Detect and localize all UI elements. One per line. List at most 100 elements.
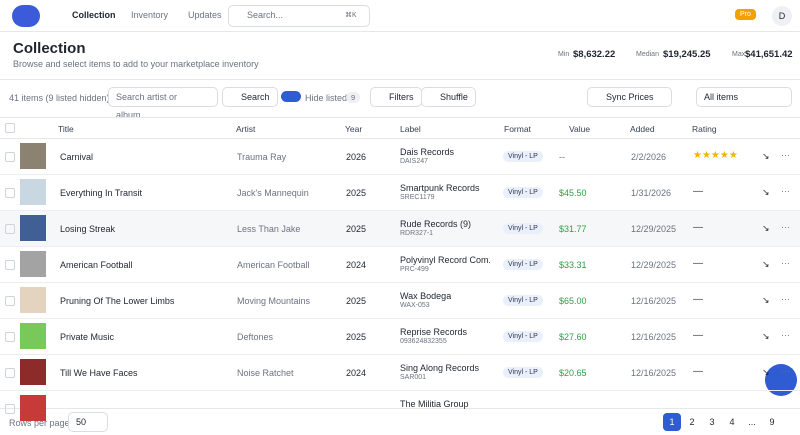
- cover: [20, 395, 46, 421]
- value: $27.60: [559, 332, 587, 342]
- column-header[interactable]: Rating: [692, 124, 717, 134]
- divider: [0, 390, 800, 391]
- title[interactable]: Losing Streak: [60, 224, 116, 234]
- more[interactable]: ···: [781, 330, 790, 340]
- more[interactable]: ···: [781, 258, 790, 268]
- avatar[interactable]: D: [772, 6, 792, 26]
- artist: American Football: [237, 260, 310, 270]
- title[interactable]: Carnival: [60, 152, 94, 162]
- label: Dais Records: [400, 147, 455, 157]
- action[interactable]: ↘: [762, 295, 770, 305]
- toggle[interactable]: [281, 91, 301, 102]
- divider: [0, 354, 800, 355]
- rating: —: [693, 186, 703, 197]
- added: 2/2/2026: [631, 152, 667, 162]
- year: 2025: [346, 188, 367, 198]
- item-filter[interactable]: All items: [696, 87, 792, 107]
- page-button[interactable]: ...: [748, 417, 756, 427]
- checkbox[interactable]: [5, 152, 15, 162]
- column-header[interactable]: Format: [504, 124, 531, 134]
- pro-badge[interactable]: Pro: [735, 9, 756, 20]
- title[interactable]: Everything In Transit: [60, 188, 143, 198]
- action[interactable]: ↘: [762, 187, 770, 197]
- search-input[interactable]: Search artist or album...: [108, 87, 218, 120]
- title[interactable]: American Football: [60, 260, 133, 270]
- column-header[interactable]: Added: [630, 124, 655, 134]
- nav-item[interactable]: Collection: [72, 10, 116, 20]
- rows-select[interactable]: 50: [68, 412, 108, 432]
- checkbox[interactable]: [5, 332, 15, 342]
- year: 2025: [346, 224, 367, 234]
- page-button[interactable]: 1: [663, 413, 681, 431]
- label: Reprise Records: [400, 327, 468, 337]
- artist: Less Than Jake: [237, 224, 301, 234]
- page-button[interactable]: 2: [689, 417, 695, 427]
- more[interactable]: ···: [781, 222, 790, 232]
- more[interactable]: ···: [781, 186, 790, 196]
- page-button[interactable]: 9: [769, 417, 775, 427]
- shuffle-button[interactable]: Shuffle: [421, 87, 476, 107]
- page-button[interactable]: 4: [729, 417, 735, 427]
- nav-item[interactable]: Updates: [188, 10, 222, 20]
- column-header[interactable]: Title: [58, 124, 74, 134]
- checkbox[interactable]: [5, 404, 15, 414]
- page-button[interactable]: 3: [709, 417, 715, 427]
- checkbox[interactable]: [5, 224, 15, 234]
- checkbox[interactable]: [5, 296, 15, 306]
- rating: ★★★★★: [693, 150, 738, 161]
- stat-value: $19,245.25: [663, 49, 711, 60]
- action[interactable]: ↘: [762, 151, 770, 161]
- divider: [0, 318, 800, 319]
- title[interactable]: Pruning Of The Lower Limbs: [60, 296, 175, 306]
- action[interactable]: ↘: [762, 259, 770, 269]
- cover: [20, 251, 46, 277]
- value: $45.50: [559, 188, 587, 198]
- value: $65.00: [559, 296, 587, 306]
- year: 2024: [346, 260, 367, 270]
- nav-item[interactable]: Inventory: [131, 10, 169, 20]
- format: Vinyl - LP: [503, 295, 543, 306]
- title[interactable]: Till We Have Faces: [60, 368, 138, 378]
- format: Vinyl - LP: [503, 259, 543, 270]
- action[interactable]: ↘: [762, 367, 770, 377]
- filters-button[interactable]: Filters: [370, 87, 422, 107]
- logo[interactable]: [12, 5, 40, 27]
- search-placeholder: Search...: [247, 10, 284, 20]
- sync-button[interactable]: Sync Prices: [587, 87, 672, 107]
- column-header[interactable]: Artist: [236, 124, 256, 134]
- search-button[interactable]: Search: [222, 87, 278, 107]
- year: 2026: [346, 152, 367, 162]
- more[interactable]: ···: [781, 366, 790, 376]
- checkbox[interactable]: [5, 368, 15, 378]
- catalog: WAX-053: [400, 302, 430, 309]
- label: Polyvinyl Record Com...: [400, 255, 490, 265]
- stat-label: Median: [636, 51, 659, 58]
- title[interactable]: Private Music: [60, 332, 115, 342]
- checkbox[interactable]: [5, 123, 15, 133]
- added: 12/29/2025: [631, 224, 677, 234]
- added: 12/16/2025: [631, 368, 677, 378]
- column-header[interactable]: Label: [400, 124, 421, 134]
- checkbox[interactable]: [5, 260, 15, 270]
- label: The Militia Group: [400, 399, 469, 409]
- added: 1/31/2026: [631, 188, 672, 198]
- column-header[interactable]: Value: [569, 124, 591, 134]
- search-box[interactable]: [228, 5, 370, 27]
- rating: —: [693, 366, 703, 377]
- checkbox[interactable]: [5, 188, 15, 198]
- column-header[interactable]: Year: [345, 124, 363, 134]
- added: 12/16/2025: [631, 332, 677, 342]
- divider: [0, 246, 800, 247]
- subtitle: Browse and select items to add to your m…: [13, 59, 259, 69]
- divider: [0, 210, 800, 211]
- shortcut: ⌘K: [345, 12, 357, 19]
- label: Rude Records (9): [400, 219, 472, 229]
- added: 12/29/2025: [631, 260, 677, 270]
- action[interactable]: ↘: [762, 331, 770, 341]
- rating: —: [693, 222, 703, 233]
- more[interactable]: ···: [781, 150, 790, 160]
- label: Smartpunk Records: [400, 183, 480, 193]
- action[interactable]: ↘: [762, 223, 770, 233]
- year: 2024: [346, 368, 367, 378]
- more[interactable]: ···: [781, 294, 790, 304]
